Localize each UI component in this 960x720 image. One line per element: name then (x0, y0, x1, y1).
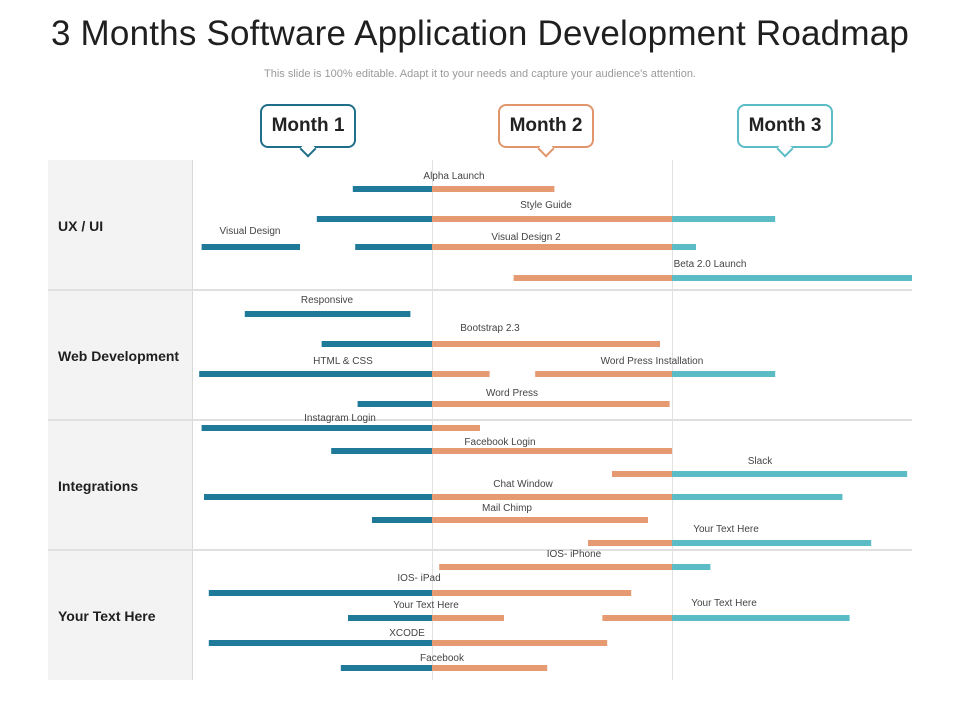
task-bar (348, 615, 432, 621)
task-label: IOS- iPad (397, 573, 440, 584)
task-label: IOS- iPhone (547, 549, 602, 560)
task-bar (439, 564, 672, 570)
month-1-label: Month 1 (271, 115, 345, 136)
task-bar (204, 494, 432, 500)
task-label: Style Guide (520, 200, 572, 211)
task-bar (432, 371, 490, 377)
task-bar (588, 540, 672, 546)
task-bar (372, 517, 432, 523)
task-bar (513, 275, 672, 281)
task-bar (432, 448, 672, 454)
section-label-ux-ui: UX / UI (58, 218, 104, 234)
task-bar (201, 425, 432, 431)
task-bar (602, 615, 672, 621)
task-bar (432, 517, 648, 523)
task-bar (672, 244, 696, 250)
month-3-callout: Month 3 (737, 104, 833, 158)
task-bar (199, 371, 432, 377)
task-label: Responsive (301, 295, 354, 306)
task-bar (244, 311, 411, 317)
task-bar (672, 540, 872, 546)
task-bar (672, 216, 776, 222)
task-bar (340, 665, 432, 671)
task-bar (432, 244, 672, 250)
task-label: Instagram Login (304, 413, 376, 424)
task-label: Visual Design 2 (491, 232, 561, 243)
task-bar (355, 244, 432, 250)
task-label: HTML & CSS (313, 356, 373, 367)
page-title: 3 Months Software Application Developmen… (50, 14, 910, 53)
task-bar (432, 186, 555, 192)
task-label: Slack (748, 456, 773, 467)
task-label: Chat Window (493, 479, 553, 490)
page-subtitle: This slide is 100% editable. Adapt it to… (264, 68, 696, 80)
task-bar (432, 216, 672, 222)
task-bar (208, 590, 432, 596)
task-bar (432, 425, 480, 431)
task-bar (331, 448, 432, 454)
task-bar (352, 186, 432, 192)
task-bar (672, 564, 711, 570)
task-label: Word Press (486, 388, 538, 399)
task-bar (432, 341, 660, 347)
task-bar (432, 590, 632, 596)
section-label-web-development: Web Development (58, 348, 180, 364)
task-bar (321, 341, 432, 347)
task-label: Word Press Installation (601, 356, 704, 367)
task-label: Beta 2.0 Launch (674, 259, 747, 270)
section-divider (48, 419, 912, 421)
task-bar (316, 216, 432, 222)
task-bar (208, 640, 432, 646)
task-label: Your Text Here (693, 524, 759, 535)
task-label: Bootstrap 2.3 (460, 323, 520, 334)
month-2-label: Month 2 (509, 115, 583, 136)
task-bar (672, 615, 850, 621)
task-label: XCODE (389, 628, 425, 639)
task-label: Visual Design (220, 226, 281, 237)
section-label-integrations: Integrations (58, 478, 139, 494)
task-label: Alpha Launch (423, 171, 484, 182)
task-label: Your Text Here (393, 600, 459, 611)
task-bar (535, 371, 672, 377)
section-divider (48, 549, 912, 551)
section-label-your-text-here: Your Text Here (58, 608, 156, 624)
task-label: Facebook Login (464, 437, 535, 448)
section-divider (48, 289, 912, 291)
task-bar (672, 275, 912, 281)
task-label: Your Text Here (691, 598, 757, 609)
task-bar (432, 401, 670, 407)
task-bar (432, 665, 548, 671)
task-bar (612, 471, 672, 477)
task-bar (672, 494, 843, 500)
task-bar (201, 244, 300, 250)
task-label: Mail Chimp (482, 503, 532, 514)
task-bar (672, 371, 776, 377)
task-bar (672, 471, 908, 477)
task-bar (432, 494, 672, 500)
task-label: Facebook (420, 653, 465, 664)
task-bar (432, 615, 504, 621)
task-bar (432, 640, 608, 646)
month-1-callout: Month 1 (260, 104, 356, 158)
month-3-label: Month 3 (748, 115, 822, 136)
month-2-callout: Month 2 (498, 104, 594, 158)
task-bar (357, 401, 432, 407)
